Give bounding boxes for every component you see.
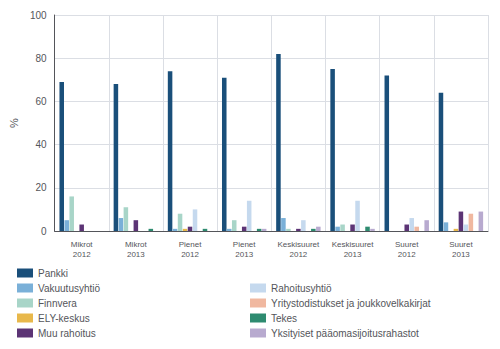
svg-text:Keskisuuret: Keskisuuret [277,240,320,249]
svg-text:2012: 2012 [73,250,91,259]
svg-text:2013: 2013 [452,250,470,259]
svg-text:Pankki: Pankki [38,268,68,279]
svg-text:Muu rahoitus: Muu rahoitus [38,328,96,339]
svg-text:Finnvera: Finnvera [38,298,77,309]
svg-text:Pienet: Pienet [233,240,256,249]
svg-text:60: 60 [35,96,47,107]
svg-text:2012: 2012 [398,250,416,259]
svg-text:Keskisuuret: Keskisuuret [332,240,375,249]
svg-text:2012: 2012 [181,250,199,259]
svg-text:Suuret: Suuret [449,240,473,249]
svg-text:40: 40 [35,139,47,150]
svg-text:100: 100 [30,10,47,21]
svg-text:0: 0 [41,226,47,237]
svg-text:Rahoitusyhtiö: Rahoitusyhtiö [271,283,332,294]
svg-text:20: 20 [35,182,47,193]
svg-text:%: % [8,118,20,128]
svg-text:Suuret: Suuret [395,240,419,249]
svg-text:2012: 2012 [289,250,307,259]
svg-text:2013: 2013 [127,250,145,259]
svg-text:Vakuutusyhtiö: Vakuutusyhtiö [38,283,101,294]
svg-text:Tekes: Tekes [271,313,297,324]
svg-text:80: 80 [35,53,47,64]
svg-text:Mikrot: Mikrot [125,240,148,249]
svg-text:Pienet: Pienet [179,240,202,249]
svg-text:Mikrot: Mikrot [71,240,94,249]
svg-text:Yritystodistukset ja joukkovel: Yritystodistukset ja joukkovelkakirjat [271,298,431,309]
svg-text:2013: 2013 [344,250,362,259]
svg-text:Yksityiset pääomasijoitusrahas: Yksityiset pääomasijoitusrahastot [271,328,419,339]
svg-text:ELY-keskus: ELY-keskus [38,313,90,324]
svg-text:2013: 2013 [235,250,253,259]
